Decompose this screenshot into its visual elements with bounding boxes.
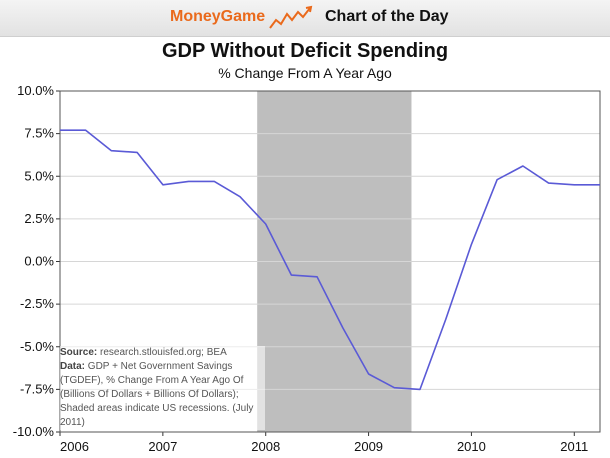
y-tick-label: 5.0% <box>24 168 54 183</box>
data-text: GDP + Net Government Savings (TGDEF), % … <box>60 361 254 428</box>
y-tick-label: 2.5% <box>24 211 54 226</box>
y-tick-label: 7.5% <box>24 126 54 141</box>
y-tick-label: -10.0% <box>13 424 55 439</box>
header-banner: MoneyGame Chart of the Day <box>0 0 610 37</box>
trend-chart-icon <box>269 5 313 29</box>
x-tick-label: 2009 <box>354 439 383 454</box>
x-tick-label: 2010 <box>457 439 486 454</box>
y-tick-label: 10.0% <box>17 83 54 98</box>
y-tick-label: 0.0% <box>24 254 54 269</box>
source-label: Source: <box>60 347 98 358</box>
x-tick-label: 2006 <box>60 439 89 454</box>
source-annotation: Source: research.stlouisfed.org; BEA Dat… <box>60 346 265 430</box>
y-tick-label: -7.5% <box>20 381 54 396</box>
brand-logo-text: MoneyGame <box>170 8 266 25</box>
x-tick-label: 2008 <box>251 439 280 454</box>
y-tick-label: -5.0% <box>20 339 54 354</box>
chart-subtitle: % Change From A Year Ago <box>218 65 392 81</box>
x-tick-label: 2011 <box>560 439 588 454</box>
series-line <box>60 129 600 391</box>
chart-of-the-day-label: Chart of the Day <box>325 8 449 25</box>
data-label: Data: <box>60 361 86 372</box>
chart-title: GDP Without Deficit Spending <box>161 40 449 62</box>
source-text: research.stlouisfed.org; BEA <box>100 347 227 358</box>
x-tick-label: 2007 <box>148 439 177 454</box>
y-tick-label: -2.5% <box>20 296 54 311</box>
plot-frame <box>59 90 601 433</box>
